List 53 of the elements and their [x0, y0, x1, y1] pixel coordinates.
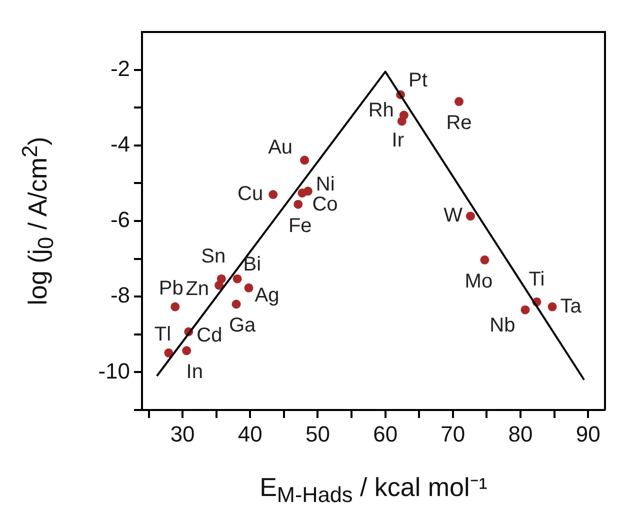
annotation: Pb	[158, 277, 184, 300]
annotation: Ga	[228, 314, 257, 337]
annotation: Sn	[201, 245, 226, 268]
point	[294, 200, 303, 209]
annotation: Bi	[243, 253, 262, 276]
point	[300, 156, 310, 165]
annotation: Cu	[238, 183, 264, 206]
annotation: Mo	[464, 270, 493, 292]
annotation: Nb	[490, 314, 516, 336]
annotation: Zn	[186, 278, 210, 300]
point	[182, 346, 192, 356]
annotation: Co	[312, 194, 338, 216]
annotation: Ni	[316, 174, 335, 196]
y-tick-label: -6	[110, 207, 130, 232]
x-tick-label: 60	[373, 421, 398, 446]
x-tick-label: 80	[508, 421, 533, 446]
point	[244, 283, 254, 292]
point	[454, 97, 464, 106]
annotation: Fe	[288, 214, 312, 237]
x-tick-label: 40	[238, 421, 262, 446]
point	[232, 300, 241, 309]
annotation: Pt	[408, 69, 428, 92]
annotation: Rh	[368, 100, 394, 122]
x-tick-label: 30	[170, 421, 195, 446]
point	[548, 302, 557, 312]
point	[298, 188, 307, 198]
annotation: Ta	[560, 295, 582, 318]
y-tick-label: -10	[98, 358, 130, 384]
x-tick-label: 90	[576, 421, 600, 446]
annotation: In	[186, 361, 203, 384]
annotation: Ag	[254, 284, 280, 306]
x-tick-label: 50	[305, 421, 330, 446]
point	[480, 255, 490, 264]
point	[170, 302, 180, 312]
x-axis-title: E$_{M-Hads}$ / kcal mol⁻¹	[260, 471, 488, 508]
point	[214, 280, 224, 290]
annotation: W	[444, 204, 463, 227]
point	[164, 348, 174, 358]
annotation: Au	[268, 136, 293, 159]
annotation: Tl	[154, 323, 172, 346]
y-tick-label: -8	[110, 282, 130, 308]
annotation: Re	[446, 112, 472, 134]
y-tick-label: -4	[110, 131, 130, 156]
annotation: Ti	[528, 268, 545, 290]
point	[397, 116, 406, 126]
point	[466, 212, 475, 221]
point	[520, 305, 530, 314]
point	[268, 190, 278, 200]
x-tick-label: 70	[440, 421, 466, 446]
annotation: Ir	[392, 130, 404, 152]
y-tick-label: -2	[110, 56, 130, 81]
annotation: Cd	[196, 324, 222, 346]
point	[232, 274, 242, 284]
